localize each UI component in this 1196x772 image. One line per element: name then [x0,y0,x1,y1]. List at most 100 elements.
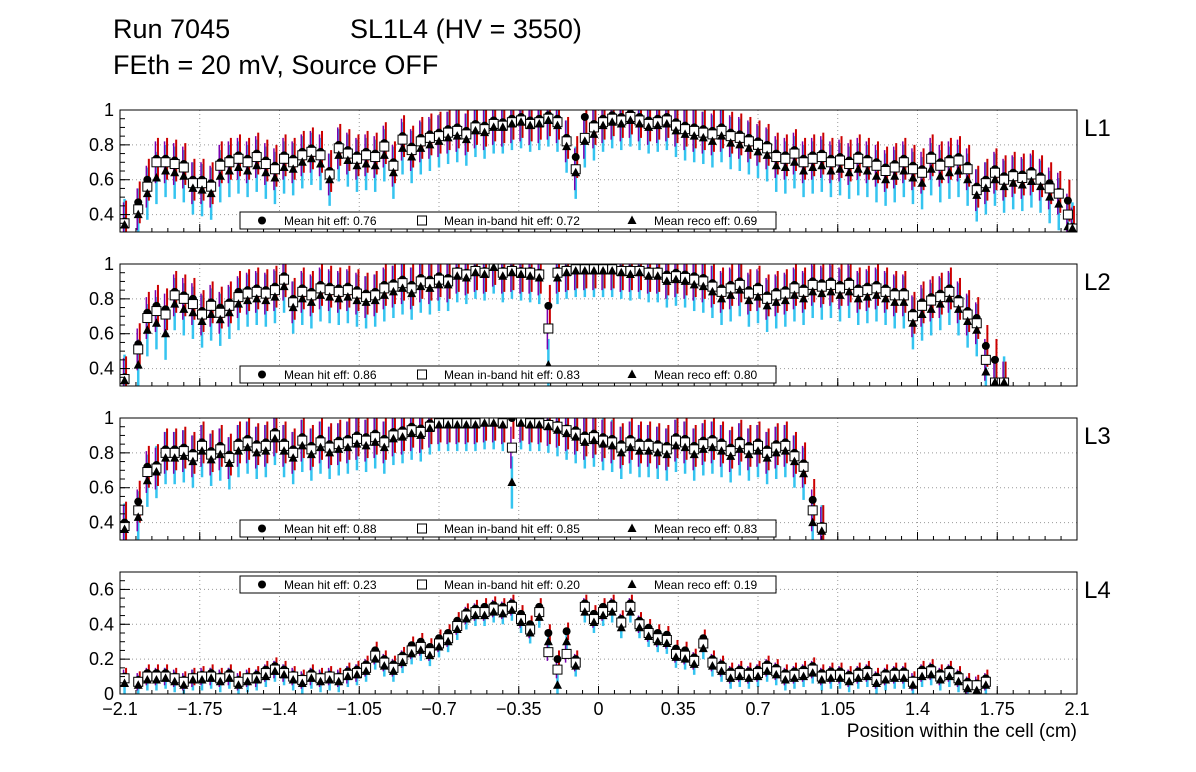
reco-marker [434,136,444,145]
reco-marker [388,167,398,177]
reco-marker [635,622,645,632]
reco-marker [726,138,736,147]
reco-marker [370,654,380,663]
legend-hit: Mean hit eff: 0.86 [284,368,377,382]
inband-marker [807,505,818,516]
reco-marker [680,442,690,452]
reco-marker [452,419,462,429]
legend-box [239,519,777,538]
legend-reco: Mean reco eff: 0.80 [654,368,758,382]
panel-l1: 0.4 0.6 0.8 1 L1 Mean hit eff: 0.76 Mean in-ba… [89,100,1111,233]
reco-marker [689,449,699,459]
reco-marker [917,178,927,187]
reco-marker [507,267,517,277]
legend-inband: Mean in-band hit eff: 0.83 [444,368,580,382]
x-tick-label: 1.75 [980,699,1015,719]
x-tick-label: 2.1 [1064,699,1089,719]
hit-marker [258,580,266,589]
reco-marker [434,279,444,289]
reco-marker [224,307,234,317]
reco-marker [917,671,927,681]
reco-marker [379,150,389,159]
reco-marker [1054,199,1064,208]
reco-marker [270,172,280,182]
reco-marker [170,299,180,308]
reco-marker [120,220,130,229]
reco-marker [197,446,207,455]
reco-marker [844,167,854,177]
reco-marker [543,421,553,431]
reco-marker [425,650,435,660]
reco-marker [233,299,243,308]
hit-marker [571,153,580,162]
reco-marker [252,447,262,457]
data-points [120,264,1010,386]
y-tick-label: 0.4 [89,513,114,533]
reco-marker [644,631,654,640]
reco-marker [270,292,280,301]
reco-marker [297,157,307,166]
reco-marker [288,453,298,462]
reco-marker [352,160,362,170]
y-tick-label: 0.2 [89,649,114,669]
reco-marker [461,272,471,282]
reco-marker [170,453,180,462]
reco-marker [243,295,253,305]
inband-marker [151,306,162,317]
legend: Mean hit eff: 0.86 Mean in-band hit eff: … [239,365,777,384]
y-tick-label: 0.4 [89,614,114,634]
reco-marker [589,129,599,138]
inband-marker [944,157,955,168]
reco-marker [627,215,637,224]
reco-marker [443,132,453,142]
reco-marker [589,435,599,445]
reco-marker [680,276,690,285]
inband-marker [133,344,144,355]
reco-marker [625,115,635,124]
reco-marker [662,118,672,128]
reco-marker [580,607,590,616]
reco-marker [197,185,207,194]
reco-marker [799,293,809,303]
reco-marker [625,442,635,452]
inband-marker [1062,209,1073,220]
reco-marker [635,118,645,128]
reco-marker [780,446,790,455]
hit-marker [990,355,999,364]
y-tick-label: 0.4 [89,359,114,379]
y-tick-label: 1 [104,100,114,120]
y-tick-label: 1 [104,254,114,274]
reco-marker [370,295,380,305]
reco-marker [498,608,508,618]
reco-marker [224,673,234,682]
chamber-title: SL1L4 (HV = 3550) [350,14,582,44]
reco-marker [398,283,408,292]
reco-marker [470,125,480,135]
y-tick-label: 0.6 [89,170,114,190]
reco-marker [233,162,243,172]
reco-marker [808,668,818,677]
reco-marker [671,440,681,450]
reco-marker [598,120,608,130]
inband-marker [898,157,909,168]
inband-marker [417,579,427,590]
reco-marker [726,290,736,299]
reco-marker [571,265,581,275]
reco-marker [808,162,818,172]
reco-marker [133,680,143,689]
reco-marker [316,442,326,452]
inband-marker [789,148,800,159]
reco-marker [379,661,389,670]
inband-marker [169,159,180,170]
reco-marker [562,428,572,438]
y-tick-label: 0.4 [89,205,114,225]
inband-marker [917,300,928,311]
reco-marker [343,155,353,165]
inband-marker [543,323,554,334]
reco-marker [853,293,863,303]
reco-marker [224,458,234,467]
reco-marker [197,675,207,684]
reco-marker [598,265,608,275]
reco-marker [552,425,562,434]
inband-marker [935,160,946,171]
